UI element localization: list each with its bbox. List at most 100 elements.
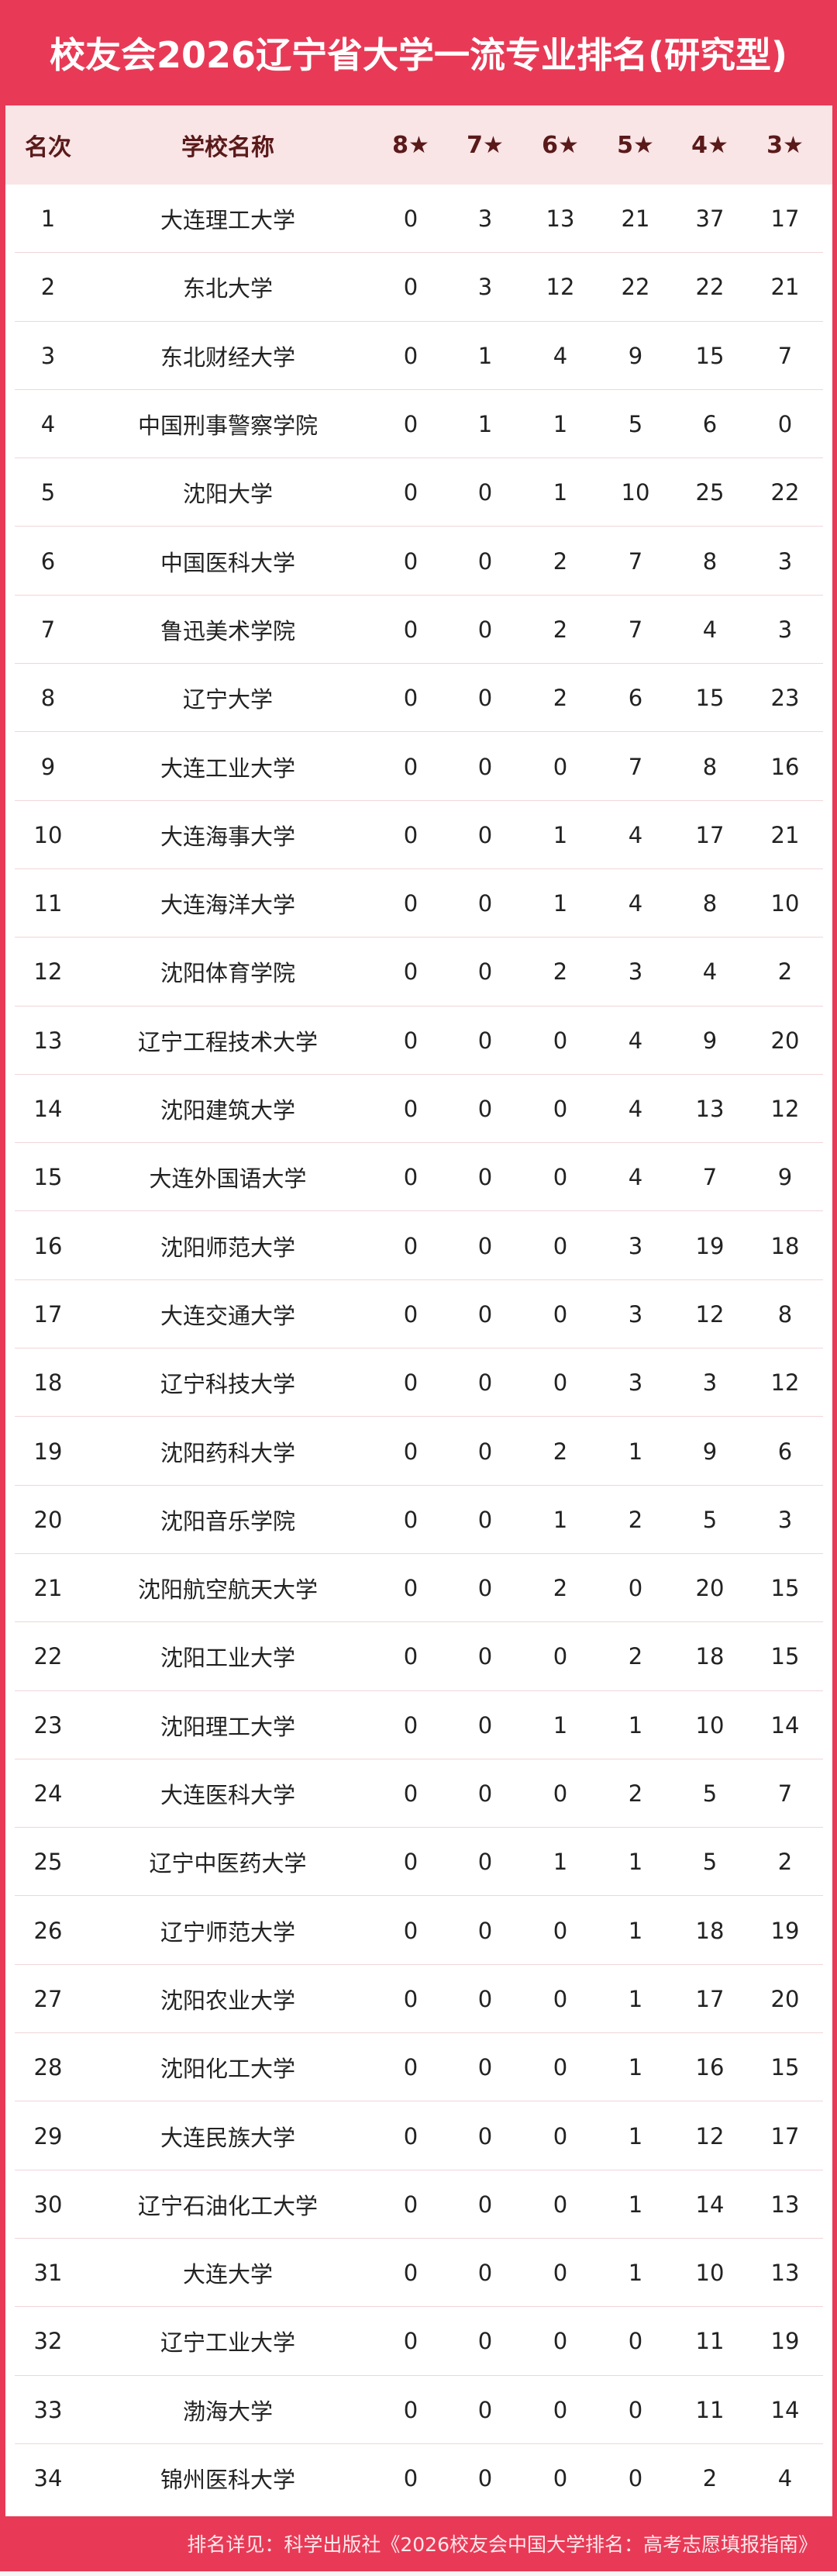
cell-8-star: 0 — [403, 2465, 418, 2492]
cell-4-star: 4 — [702, 616, 718, 643]
cell-rank: 27 — [33, 1985, 63, 2012]
cell-7-star: 0 — [477, 1232, 493, 1259]
cell-4-star: 8 — [702, 547, 718, 575]
cell-rank: 7 — [40, 616, 56, 643]
row-divider — [15, 1552, 823, 1554]
cell-4-star: 2 — [702, 2465, 718, 2492]
table-row: 27 沈阳农业大学 0 0 0 1 17 20 — [5, 1965, 832, 2034]
row-divider — [15, 320, 823, 322]
cell-school-name: 沈阳农业大学 — [160, 1987, 296, 2014]
cell-8-star: 0 — [403, 1096, 418, 1123]
cell-7-star: 0 — [477, 1643, 493, 1670]
cell-school-name: 渤海大学 — [182, 2398, 274, 2425]
table-row: 34 锦州医科大学 0 0 0 0 2 4 — [5, 2444, 832, 2512]
cell-8-star: 0 — [403, 890, 418, 917]
cell-4-star: 13 — [695, 1096, 725, 1123]
cell-8-star: 0 — [403, 411, 418, 438]
cell-7-star: 0 — [477, 1164, 493, 1191]
cell-rank: 33 — [33, 2396, 63, 2423]
cell-7-star: 0 — [477, 1027, 493, 1054]
cell-6-star: 0 — [553, 1232, 568, 1259]
cell-rank: 34 — [33, 2465, 63, 2492]
row-divider — [15, 799, 823, 801]
cell-school-name: 沈阳大学 — [182, 481, 274, 508]
cell-6-star: 2 — [553, 616, 568, 643]
cell-rank: 19 — [33, 1438, 63, 1465]
cell-7-star: 0 — [477, 2122, 493, 2150]
cell-6-star: 0 — [553, 1164, 568, 1191]
cell-4-star: 11 — [695, 2328, 725, 2355]
cell-school-name: 辽宁石油化工大学 — [137, 2192, 319, 2219]
cell-8-star: 0 — [403, 547, 418, 575]
cell-4-star: 5 — [702, 1506, 718, 1533]
cell-7-star: 0 — [477, 1300, 493, 1328]
table-row: 12 沈阳体育学院 0 0 2 3 4 2 — [5, 938, 832, 1007]
cell-5-star: 7 — [628, 547, 643, 575]
cell-3-star: 7 — [777, 342, 793, 369]
cell-5-star: 0 — [628, 2396, 643, 2423]
cell-7-star: 0 — [477, 685, 493, 712]
cell-5-star: 2 — [628, 1506, 643, 1533]
cell-school-name: 大连工业大学 — [160, 754, 296, 782]
cell-school-name: 沈阳师范大学 — [160, 1234, 296, 1261]
table-row: 32 辽宁工业大学 0 0 0 0 11 19 — [5, 2307, 832, 2376]
cell-3-star: 14 — [770, 2396, 800, 2423]
cell-4-star: 12 — [695, 1300, 725, 1328]
page-title: 校友会2026辽宁省大学一流专业排名(研究型) — [49, 34, 788, 76]
cell-7-star: 0 — [477, 1438, 493, 1465]
cell-3-star: 12 — [770, 1096, 800, 1123]
cell-rank: 14 — [33, 1096, 63, 1123]
cell-5-star: 2 — [628, 1780, 643, 1808]
cell-3-star: 14 — [770, 1711, 800, 1739]
cell-4-star: 5 — [702, 1780, 718, 1808]
cell-4-star: 6 — [702, 411, 718, 438]
cell-5-star: 4 — [628, 1096, 643, 1123]
cell-7-star: 0 — [477, 753, 493, 780]
cell-6-star: 0 — [553, 2465, 568, 2492]
table-row: 1 大连理工大学 0 3 13 21 37 17 — [5, 185, 832, 254]
cell-7-star: 0 — [477, 2328, 493, 2355]
cell-6-star: 1 — [553, 890, 568, 917]
cell-5-star: 0 — [628, 1575, 643, 1602]
row-divider — [15, 2306, 823, 2308]
cell-4-star: 37 — [695, 205, 725, 233]
cell-3-star: 4 — [777, 2465, 793, 2492]
cell-rank: 13 — [33, 1027, 63, 1054]
cell-3-star: 0 — [777, 411, 793, 438]
cell-3-star: 2 — [777, 1849, 793, 1876]
cell-4-star: 12 — [695, 2122, 725, 2150]
cell-6-star: 0 — [553, 1917, 568, 1944]
cell-8-star: 0 — [403, 1849, 418, 1876]
cell-8-star: 0 — [403, 1985, 418, 2012]
cell-school-name: 沈阳体育学院 — [160, 960, 296, 987]
cell-rank: 8 — [40, 685, 56, 712]
cell-7-star: 0 — [477, 1849, 493, 1876]
cell-rank: 9 — [40, 753, 56, 780]
cell-8-star: 0 — [403, 685, 418, 712]
cell-4-star: 25 — [695, 479, 725, 506]
cell-8-star: 0 — [403, 2396, 418, 2423]
cell-school-name: 沈阳药科大学 — [160, 1439, 296, 1466]
bottom-border — [0, 2571, 837, 2576]
cell-6-star: 0 — [553, 2054, 568, 2081]
cell-3-star: 20 — [770, 1985, 800, 2012]
row-divider — [15, 1142, 823, 1144]
table-row: 22 沈阳工业大学 0 0 0 2 18 15 — [5, 1622, 832, 1691]
header-8-star: 8★ — [392, 131, 429, 159]
cell-6-star: 1 — [553, 821, 568, 848]
cell-8-star: 0 — [403, 1369, 418, 1397]
cell-rank: 28 — [33, 2054, 63, 2081]
cell-school-name: 辽宁大学 — [182, 686, 274, 713]
cell-5-star: 2 — [628, 1643, 643, 1670]
table-row: 25 辽宁中医药大学 0 0 1 1 5 2 — [5, 1828, 832, 1897]
row-divider — [15, 937, 823, 938]
table-row: 13 辽宁工程技术大学 0 0 0 4 9 20 — [5, 1007, 832, 1075]
cell-rank: 16 — [33, 1232, 63, 1259]
cell-5-star: 4 — [628, 821, 643, 848]
cell-7-star: 0 — [477, 616, 493, 643]
row-divider — [15, 2032, 823, 2034]
cell-6-star: 0 — [553, 2122, 568, 2150]
cell-6-star: 0 — [553, 2396, 568, 2423]
cell-6-star: 1 — [553, 411, 568, 438]
cell-4-star: 9 — [702, 1438, 718, 1465]
